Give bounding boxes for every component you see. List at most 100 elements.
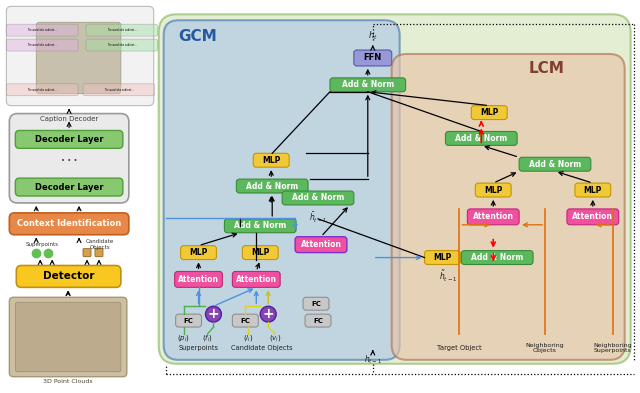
FancyBboxPatch shape: [476, 183, 511, 197]
Text: Add & Norm: Add & Norm: [234, 221, 286, 230]
Text: MLP: MLP: [480, 108, 499, 117]
Text: MLP: MLP: [189, 248, 208, 257]
FancyBboxPatch shape: [445, 132, 517, 145]
FancyBboxPatch shape: [10, 297, 127, 377]
Text: The wardrobe cabinet...: The wardrobe cabinet...: [28, 43, 57, 47]
Text: Attention: Attention: [178, 275, 219, 284]
FancyBboxPatch shape: [424, 251, 460, 264]
Text: Add & Norm: Add & Norm: [342, 80, 394, 89]
Text: MLP: MLP: [584, 185, 602, 195]
FancyBboxPatch shape: [567, 209, 619, 225]
Text: Superpoints: Superpoints: [179, 345, 218, 351]
Text: The wardrobe cabinet...: The wardrobe cabinet...: [107, 43, 136, 47]
Text: Caption Decoder: Caption Decoder: [40, 116, 98, 121]
FancyBboxPatch shape: [471, 106, 507, 119]
Text: Add & Norm: Add & Norm: [246, 182, 298, 191]
FancyBboxPatch shape: [519, 157, 591, 171]
FancyBboxPatch shape: [305, 314, 331, 327]
Circle shape: [205, 306, 221, 322]
Text: MLP: MLP: [262, 156, 280, 165]
Text: Neighboring
Superpoints: Neighboring Superpoints: [593, 343, 632, 353]
Text: $(f_i)$: $(f_i)$: [202, 333, 213, 343]
FancyBboxPatch shape: [10, 213, 129, 235]
Text: Add & Norm: Add & Norm: [455, 134, 508, 143]
FancyBboxPatch shape: [159, 14, 630, 364]
FancyBboxPatch shape: [86, 39, 157, 51]
Text: Candidate
Objects: Candidate Objects: [86, 239, 114, 250]
FancyBboxPatch shape: [354, 50, 392, 66]
Text: Add & Norm: Add & Norm: [292, 193, 344, 202]
Text: +: +: [207, 307, 220, 321]
Text: $h_t$: $h_t$: [368, 30, 378, 42]
FancyBboxPatch shape: [6, 24, 78, 36]
Text: $h_{t-1}$: $h_{t-1}$: [364, 354, 382, 366]
Text: $\bar{h}_{t-1}$: $\bar{h}_{t-1}$: [308, 211, 327, 225]
FancyBboxPatch shape: [243, 246, 278, 259]
FancyBboxPatch shape: [6, 39, 78, 51]
FancyBboxPatch shape: [295, 237, 347, 253]
Text: Detector: Detector: [43, 272, 94, 281]
Text: Attention: Attention: [572, 212, 613, 221]
Text: Add & Norm: Add & Norm: [471, 253, 524, 262]
FancyBboxPatch shape: [6, 84, 78, 96]
FancyBboxPatch shape: [95, 249, 103, 257]
Text: Context Identification: Context Identification: [17, 219, 121, 228]
FancyBboxPatch shape: [232, 314, 259, 327]
Text: LCM: LCM: [529, 61, 565, 76]
FancyBboxPatch shape: [575, 183, 611, 197]
Text: The wardrobe cabinet...: The wardrobe cabinet...: [104, 88, 134, 92]
FancyBboxPatch shape: [253, 153, 289, 167]
FancyBboxPatch shape: [175, 272, 223, 287]
FancyBboxPatch shape: [330, 78, 406, 92]
Text: MLP: MLP: [251, 248, 269, 257]
FancyBboxPatch shape: [6, 6, 154, 106]
FancyBboxPatch shape: [15, 130, 123, 148]
Text: Neighboring
Objects: Neighboring Objects: [525, 343, 564, 353]
Text: $(p_i)$: $(p_i)$: [177, 333, 190, 343]
Text: Superpoints: Superpoints: [26, 242, 59, 247]
FancyBboxPatch shape: [282, 191, 354, 205]
FancyBboxPatch shape: [461, 251, 533, 264]
FancyBboxPatch shape: [392, 54, 625, 360]
Text: The wardrobe cabinet...: The wardrobe cabinet...: [28, 28, 57, 32]
Text: $(l_i)$: $(l_i)$: [243, 333, 253, 343]
Text: FC: FC: [241, 318, 250, 323]
Circle shape: [260, 306, 276, 322]
Text: FC: FC: [184, 318, 193, 323]
FancyBboxPatch shape: [225, 219, 296, 233]
Text: Candidate Objects: Candidate Objects: [232, 345, 293, 351]
FancyBboxPatch shape: [164, 20, 399, 360]
Text: Attention: Attention: [236, 275, 276, 284]
FancyBboxPatch shape: [83, 84, 155, 96]
Text: The wardrobe cabinet...: The wardrobe cabinet...: [28, 88, 57, 92]
Text: Target Object: Target Object: [437, 345, 482, 351]
FancyBboxPatch shape: [36, 22, 121, 94]
Text: • • •: • • •: [61, 158, 77, 164]
FancyBboxPatch shape: [180, 246, 216, 259]
Text: Add & Norm: Add & Norm: [529, 160, 581, 169]
FancyBboxPatch shape: [83, 249, 91, 257]
Text: +: +: [262, 307, 274, 321]
Text: GCM: GCM: [179, 29, 218, 44]
Text: FC: FC: [313, 318, 323, 323]
Text: MLP: MLP: [433, 253, 452, 262]
Text: MLP: MLP: [484, 185, 502, 195]
Text: Attention: Attention: [473, 212, 514, 221]
FancyBboxPatch shape: [232, 272, 280, 287]
Text: Decoder Layer: Decoder Layer: [35, 135, 103, 144]
FancyBboxPatch shape: [10, 114, 129, 203]
Text: $\tilde{h}_{t-1}$: $\tilde{h}_{t-1}$: [439, 269, 458, 284]
Text: FFN: FFN: [364, 53, 382, 62]
FancyBboxPatch shape: [17, 266, 121, 287]
FancyBboxPatch shape: [86, 24, 157, 36]
FancyBboxPatch shape: [15, 178, 123, 196]
FancyBboxPatch shape: [467, 209, 519, 225]
FancyBboxPatch shape: [175, 314, 202, 327]
Text: 3D Point Clouds: 3D Point Clouds: [44, 379, 93, 384]
FancyBboxPatch shape: [236, 179, 308, 193]
FancyBboxPatch shape: [303, 297, 329, 310]
Text: Decoder Layer: Decoder Layer: [35, 183, 103, 191]
Text: Attention: Attention: [301, 240, 342, 249]
Text: The wardrobe cabinet...: The wardrobe cabinet...: [107, 28, 136, 32]
Text: FC: FC: [311, 301, 321, 307]
